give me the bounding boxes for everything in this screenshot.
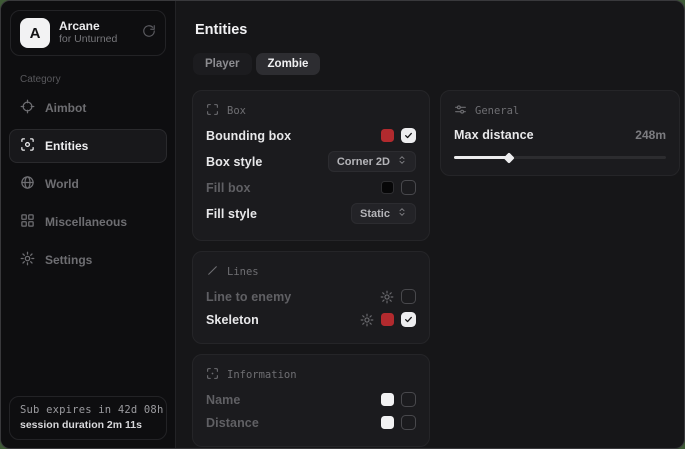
select-value: Corner 2D xyxy=(336,155,390,168)
setting-label: Box style xyxy=(206,154,263,169)
right-column: General Max distance 248m xyxy=(440,90,680,176)
slider-fill xyxy=(454,156,510,159)
card-lines: Lines Line to enemy Skeleton xyxy=(192,251,430,344)
sidebar-item-aimbot[interactable]: Aimbot xyxy=(9,91,167,125)
diagonal-line-icon xyxy=(206,264,219,280)
color-swatch-red[interactable] xyxy=(381,313,394,326)
setting-row-name: Name xyxy=(206,388,416,411)
card-box: Box Bounding box Box style Corne xyxy=(192,90,430,241)
app-name: Arcane xyxy=(59,18,100,33)
checkbox-unchecked[interactable] xyxy=(401,289,416,304)
setting-row-fill-style: Fill style Static xyxy=(206,199,416,228)
chevrons-up-down-icon xyxy=(397,155,407,168)
sidebar-item-label: World xyxy=(45,177,79,191)
subscription-box: Sub expires in 42d 08h session duration … xyxy=(9,396,167,440)
color-swatch-red[interactable] xyxy=(381,129,394,142)
checkbox-checked[interactable] xyxy=(401,312,416,327)
card-general-header: General xyxy=(454,103,666,119)
card-information: Information Name Distance xyxy=(192,354,430,447)
setting-row-fill-box: Fill box xyxy=(206,176,416,199)
row-settings-gear-icon[interactable] xyxy=(360,313,374,327)
setting-label: Line to enemy xyxy=(206,289,292,304)
sidebar-item-label: Miscellaneous xyxy=(45,215,128,229)
tab-bar: Player Zombie xyxy=(193,53,680,75)
max-distance-value: 248m xyxy=(635,128,666,142)
fill-style-select[interactable]: Static xyxy=(351,203,416,224)
scan-eye-icon xyxy=(20,137,35,155)
max-distance-slider[interactable] xyxy=(454,151,666,164)
sidebar-item-label: Settings xyxy=(45,253,93,267)
slider-thumb[interactable] xyxy=(503,151,515,164)
brand-text: Arcane for Unturned xyxy=(59,19,117,47)
checkbox-unchecked[interactable] xyxy=(401,180,416,195)
select-value: Static xyxy=(360,207,390,220)
sidebar-item-label: Aimbot xyxy=(45,101,87,115)
checkbox-checked[interactable] xyxy=(401,128,416,143)
sub-expiry-text: Sub expires in 42d 08h xyxy=(20,404,164,416)
row-settings-gear-icon[interactable] xyxy=(380,290,394,304)
page-title: Entities xyxy=(195,22,248,38)
card-box-header: Box xyxy=(206,103,416,119)
gear-icon xyxy=(20,251,35,269)
tab-player[interactable]: Player xyxy=(193,53,252,75)
slider-track xyxy=(454,156,666,159)
setting-label: Bounding box xyxy=(206,128,292,143)
setting-row-line-to-enemy: Line to enemy xyxy=(206,285,416,308)
sync-icon[interactable] xyxy=(142,24,156,43)
sidebar-item-entities[interactable]: Entities xyxy=(9,129,167,163)
tab-zombie[interactable]: Zombie xyxy=(255,53,321,75)
card-title: Lines xyxy=(227,266,259,278)
card-title: Box xyxy=(227,105,246,117)
sliders-icon xyxy=(454,103,467,119)
checkbox-unchecked[interactable] xyxy=(401,415,416,430)
chevrons-up-down-icon xyxy=(397,207,407,220)
app-subtitle: for Unturned xyxy=(59,33,118,46)
globe-icon xyxy=(20,175,35,193)
session-duration-text: session duration 2m 11s xyxy=(20,419,142,431)
sidebar-item-label: Entities xyxy=(45,139,89,153)
color-swatch-white[interactable] xyxy=(381,416,394,429)
color-swatch-white[interactable] xyxy=(381,393,394,406)
card-title: Information xyxy=(227,369,297,381)
setting-label: Max distance xyxy=(454,128,534,142)
category-label: Category xyxy=(20,74,61,85)
sidebar-item-settings[interactable]: Settings xyxy=(9,243,167,277)
sidebar-item-miscellaneous[interactable]: Miscellaneous xyxy=(9,205,167,239)
setting-label: Distance xyxy=(206,415,259,430)
setting-row-distance: Distance xyxy=(206,411,416,434)
scan-info-icon xyxy=(206,367,219,383)
card-general: General Max distance 248m xyxy=(440,90,680,176)
setting-label: Skeleton xyxy=(206,312,259,327)
sidebar-spacer xyxy=(1,279,175,388)
cards-area: Box Bounding box Box style Corne xyxy=(192,90,680,447)
checkbox-unchecked[interactable] xyxy=(401,392,416,407)
setting-label: Fill box xyxy=(206,180,251,195)
sidebar-nav: Aimbot Entities World Miscellaneous Sett… xyxy=(1,89,175,279)
sidebar: A Arcane for Unturned Category Aimbot En… xyxy=(1,1,176,448)
color-swatch-black[interactable] xyxy=(381,181,394,194)
app-logo: A xyxy=(20,18,50,48)
grid-icon xyxy=(20,213,35,231)
box-style-select[interactable]: Corner 2D xyxy=(327,151,416,172)
setting-label: Fill style xyxy=(206,206,258,221)
sidebar-item-world[interactable]: World xyxy=(9,167,167,201)
setting-label: Name xyxy=(206,392,241,407)
box-corners-icon xyxy=(206,103,219,119)
left-column: Box Bounding box Box style Corne xyxy=(192,90,430,447)
setting-row-bounding-box: Bounding box xyxy=(206,124,416,147)
setting-row-box-style: Box style Corner 2D xyxy=(206,147,416,176)
card-lines-header: Lines xyxy=(206,264,416,280)
setting-row-skeleton: Skeleton xyxy=(206,308,416,331)
crosshair-icon xyxy=(20,99,35,117)
card-title: General xyxy=(475,105,520,117)
card-information-header: Information xyxy=(206,367,416,383)
brand-card: A Arcane for Unturned xyxy=(10,10,166,56)
main-content: Entities Player Zombie Box Bounding box xyxy=(176,1,684,448)
setting-row-max-distance: Max distance 248m xyxy=(454,124,666,146)
